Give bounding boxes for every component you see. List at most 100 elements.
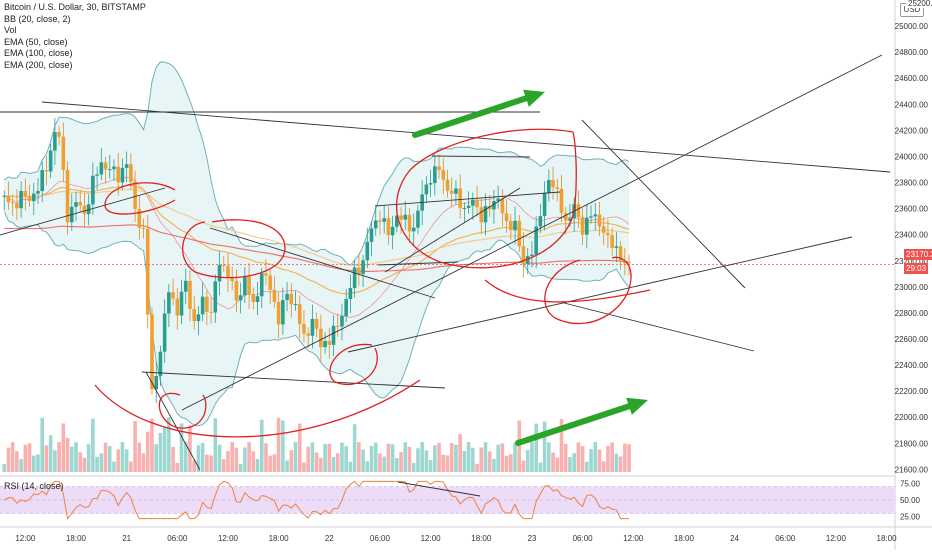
candle-body	[601, 226, 606, 233]
rsi-tick-label: 25.00	[900, 513, 921, 522]
candle-body	[61, 136, 66, 170]
candle-body	[145, 228, 150, 315]
candle-body	[500, 198, 505, 214]
candle-body	[82, 205, 87, 215]
candle-body	[171, 292, 175, 299]
candle-body	[221, 265, 226, 267]
candle-body	[538, 216, 543, 227]
volume-bar	[357, 442, 361, 472]
candle-body	[475, 199, 479, 208]
candle-body	[580, 216, 585, 235]
candle-body	[129, 164, 133, 183]
candle-body	[627, 262, 631, 264]
volume-bar	[395, 458, 399, 472]
candle-body	[513, 220, 517, 231]
volume-bar	[226, 451, 230, 472]
volume-bar	[411, 462, 416, 472]
volume-bar	[154, 444, 159, 472]
volume-bar	[120, 442, 125, 472]
candle-body	[95, 174, 99, 176]
volume-bar	[466, 442, 471, 472]
candle-body	[19, 190, 23, 209]
candle-body	[344, 298, 348, 317]
volume-bar	[352, 424, 357, 472]
candle-body	[479, 207, 484, 223]
candle-body	[103, 162, 108, 170]
candle-body	[399, 215, 403, 220]
candle-body	[411, 227, 416, 232]
candle-body	[466, 205, 471, 208]
candle-body	[492, 201, 496, 210]
trendline-drawing	[209, 227, 436, 299]
volume-bar	[264, 443, 268, 472]
candle-body	[36, 191, 40, 194]
volume-bar	[150, 418, 154, 472]
bollinger-lower-line	[3, 211, 630, 427]
trendline-drawing	[377, 261, 459, 266]
volume-bar	[112, 461, 116, 472]
candle-body	[314, 318, 319, 329]
candle-body	[306, 333, 310, 336]
volume-bar	[82, 457, 87, 472]
trendline-drawing	[145, 371, 201, 471]
volume-bar	[251, 451, 256, 472]
volume-bar	[141, 453, 146, 472]
candle-body	[158, 351, 163, 376]
ema50-line	[4, 184, 630, 295]
indicator-ema100-label[interactable]: EMA (100, close)	[4, 48, 73, 58]
candle-body	[6, 195, 11, 203]
candle-body	[247, 276, 251, 295]
x-tick-label: 12:00	[421, 534, 442, 543]
indicator-bb-label[interactable]: BB (20, close, 2)	[4, 13, 71, 24]
volume-bar	[48, 435, 53, 472]
candle-body	[352, 267, 357, 289]
candle-body	[319, 328, 323, 348]
candle-body	[175, 298, 180, 316]
symbol-title[interactable]: Bitcoin / U.S. Dollar, 30, BITSTAMP	[4, 2, 146, 12]
volume-bar	[597, 449, 602, 472]
indicator-vol-label[interactable]: Vol	[4, 25, 17, 35]
volume-bar	[614, 453, 619, 472]
candle-body	[551, 179, 555, 188]
volume-bar	[373, 442, 378, 472]
rsi-line	[3, 480, 630, 520]
volume-bar	[407, 446, 412, 472]
indicator-ema50-label[interactable]: EMA (50, close)	[4, 36, 68, 47]
annotation-circle	[104, 182, 176, 215]
trendline-drawing	[41, 101, 891, 173]
volume-bar	[340, 442, 344, 472]
candle-body	[462, 207, 467, 209]
indicator-ema200-label[interactable]: EMA (200, close)	[4, 59, 73, 70]
candle-body	[378, 220, 382, 222]
candle-body	[209, 311, 213, 313]
volume-bar	[627, 444, 631, 472]
volume-bar	[471, 447, 475, 472]
candle-body	[361, 260, 365, 274]
volume-bar	[281, 420, 285, 472]
volume-bar	[513, 442, 517, 472]
volume-bar	[534, 423, 538, 472]
volume-bar	[306, 446, 310, 472]
candle-body	[348, 288, 353, 299]
rsi-pane-label[interactable]: RSI (14, close)	[4, 481, 64, 491]
volume-bar	[517, 420, 522, 472]
volume-bar	[618, 456, 623, 472]
volume-bar	[509, 454, 513, 472]
volume-bar	[171, 446, 175, 472]
candle-body	[365, 241, 370, 261]
volume-bar	[542, 421, 547, 472]
candle-body	[205, 296, 209, 312]
candle-body	[310, 318, 315, 336]
volume-bar	[167, 417, 171, 472]
volume-bar	[475, 463, 479, 472]
volume-bar	[310, 442, 315, 472]
candle-body	[74, 202, 78, 207]
volume-bar	[234, 447, 239, 472]
volume-bar	[576, 442, 581, 472]
volume-bar	[458, 434, 462, 472]
volume-bar	[243, 447, 247, 472]
candle-body	[521, 246, 526, 264]
candle-body	[509, 221, 513, 231]
